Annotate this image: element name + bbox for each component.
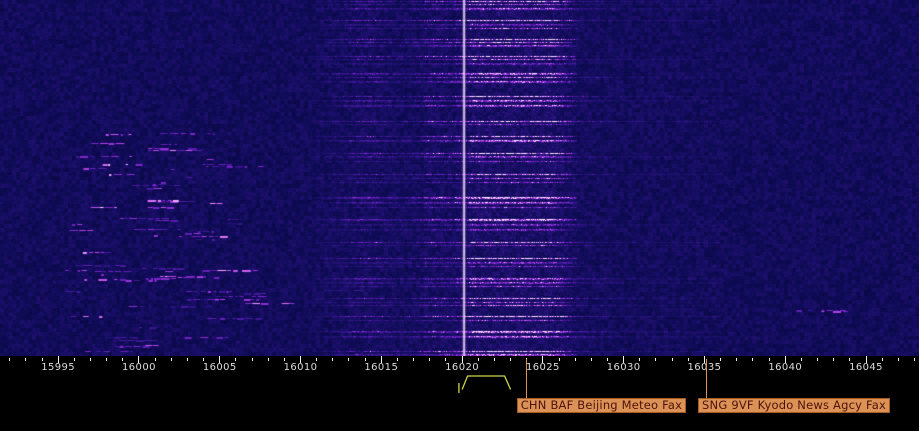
minor-tick — [558, 358, 560, 361]
minor-tick — [445, 358, 447, 361]
minor-tick — [510, 358, 512, 361]
frequency-tick-label: 16000 — [122, 362, 156, 373]
major-tick — [542, 356, 544, 363]
station-label[interactable]: SNG 9VF Kyodo News Agcy Fax — [698, 398, 891, 413]
station-marker-line — [705, 359, 707, 398]
minor-tick — [332, 358, 334, 361]
major-tick — [300, 356, 302, 363]
minor-tick — [720, 358, 722, 361]
minor-tick — [235, 358, 237, 361]
minor-tick — [364, 358, 366, 361]
major-tick — [219, 356, 221, 363]
minor-tick — [316, 358, 318, 361]
frequency-scale[interactable]: 15995 16000 16005 16010 16015 16020 16025 16030… — [0, 356, 919, 431]
major-tick — [865, 356, 867, 363]
minor-tick — [154, 358, 156, 361]
minor-tick — [590, 358, 592, 361]
major-tick — [461, 356, 463, 363]
minor-tick — [89, 358, 91, 361]
minor-tick — [655, 358, 657, 361]
minor-tick — [800, 358, 802, 361]
minor-tick — [768, 358, 770, 361]
minor-tick — [9, 358, 11, 361]
frequency-tick-label: 16010 — [283, 362, 318, 373]
minor-tick — [203, 358, 205, 361]
major-tick — [784, 356, 786, 363]
minor-tick — [25, 358, 27, 361]
frequency-tick-label: 16025 — [525, 362, 560, 373]
frequency-tick-label: 15995 — [41, 362, 76, 373]
frequency-tick-label: 16045 — [849, 362, 883, 373]
minor-tick — [251, 358, 253, 361]
frequency-tick-label: 16030 — [606, 362, 641, 373]
minor-tick — [413, 358, 415, 361]
minor-tick — [574, 358, 576, 361]
frequency-tick-label: 16020 — [445, 362, 479, 373]
minor-tick — [817, 358, 819, 361]
minor-tick — [348, 358, 350, 361]
waterfall-spectrogram[interactable] — [0, 0, 919, 356]
minor-tick — [607, 358, 608, 361]
minor-tick — [396, 358, 398, 361]
minor-tick — [41, 358, 43, 361]
minor-tick — [106, 358, 108, 361]
frequency-tick-label: 16015 — [364, 362, 399, 373]
station-marker-line — [526, 359, 528, 398]
minor-tick — [477, 358, 479, 361]
minor-tick — [736, 358, 738, 361]
minor-tick — [186, 358, 188, 361]
minor-tick — [639, 358, 641, 361]
minor-tick — [849, 358, 851, 361]
minor-tick — [752, 358, 754, 361]
major-tick — [380, 356, 382, 363]
minor-tick — [283, 358, 285, 361]
minor-tick — [913, 358, 915, 361]
minor-tick — [122, 358, 124, 361]
major-tick — [623, 356, 625, 363]
minor-tick — [881, 358, 883, 361]
minor-tick — [267, 358, 269, 361]
major-tick — [57, 356, 59, 363]
major-tick — [703, 356, 705, 363]
frequency-tick-label: 16040 — [768, 362, 803, 373]
minor-tick — [833, 358, 835, 361]
station-label[interactable]: CHN BAF Beijing Meteo Fax — [516, 398, 687, 413]
minor-tick — [493, 358, 495, 361]
minor-tick — [687, 358, 689, 361]
minor-tick — [73, 358, 75, 361]
minor-tick — [897, 358, 899, 361]
frequency-tick-label: 16035 — [687, 362, 722, 373]
major-tick — [138, 356, 140, 363]
minor-tick — [429, 358, 431, 361]
minor-tick — [671, 358, 673, 361]
minor-tick — [170, 358, 172, 361]
frequency-tick-label: 16005 — [202, 362, 237, 373]
